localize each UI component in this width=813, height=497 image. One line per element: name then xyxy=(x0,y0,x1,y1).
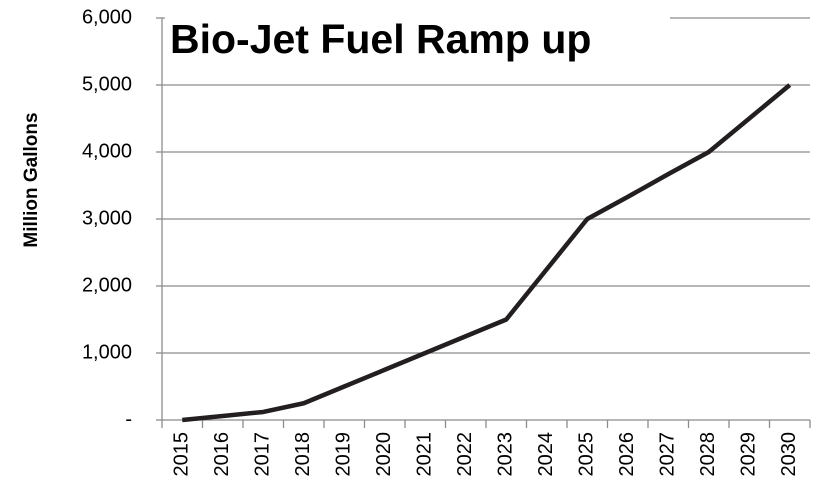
y-tick-label: 2,000 xyxy=(82,274,132,296)
x-tick-label: 2015 xyxy=(171,432,193,477)
x-tick-label: 2028 xyxy=(697,432,719,477)
x-tick-label: 2020 xyxy=(373,432,395,477)
x-tick-label: 2030 xyxy=(778,432,800,477)
x-tick-label: 2027 xyxy=(657,432,679,477)
y-axis-label: Million Gallons xyxy=(21,112,42,247)
y-tick-label: - xyxy=(125,408,132,430)
y-tick-label: 3,000 xyxy=(82,207,132,229)
x-tick-label: 2025 xyxy=(576,432,598,477)
plot xyxy=(182,83,792,423)
title-background xyxy=(165,8,670,70)
x-tick-label: 2016 xyxy=(211,432,233,477)
grid xyxy=(156,17,811,428)
x-tick-label: 2022 xyxy=(454,432,476,477)
x-tick-label: 2023 xyxy=(495,432,517,477)
y-tick-label: 5,000 xyxy=(82,73,132,95)
y-tick-label: 6,000 xyxy=(82,6,132,28)
y-tick-label: 1,000 xyxy=(82,341,132,363)
x-tick-label: 2026 xyxy=(616,432,638,477)
x-tick-label: 2029 xyxy=(738,432,760,477)
data-line xyxy=(182,83,792,423)
x-tick-label: 2018 xyxy=(292,432,314,477)
y-tick-label: 4,000 xyxy=(82,140,132,162)
x-tick-label: 2019 xyxy=(333,432,355,477)
x-tick-label: 2017 xyxy=(252,432,274,477)
x-tick-label: 2024 xyxy=(535,432,557,477)
chart-title: Bio-Jet Fuel Ramp up xyxy=(170,16,591,62)
x-tick-label: 2021 xyxy=(414,432,436,477)
